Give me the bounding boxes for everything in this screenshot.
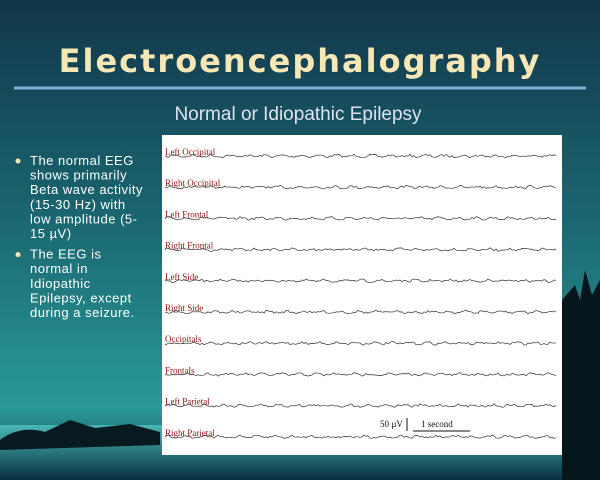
eeg-trace [164,372,557,377]
eeg-traces: Left Occipital Right Occipital Left Fronta… [164,147,557,440]
bullet-text: low amplitude (5- [30,211,138,226]
channel-label: Left Frontal [165,209,209,219]
eeg-trace [164,341,557,346]
channel-label: Occipitals [165,334,202,344]
eeg-trace [164,278,557,283]
channel-label: Right Frontal [165,241,214,251]
bullet-text: The normal EEG [30,153,134,168]
bullet-text: normal in [30,261,88,276]
eeg-trace [164,247,557,252]
eeg-trace [164,216,557,221]
eeg-trace [164,403,557,408]
bullet-text: 15 µV) [30,226,72,241]
subtitle: Normal or Idiopathic Epilepsy [174,104,422,125]
title: Electroencephalography [59,42,542,80]
bullet-text: Idiopathic [30,276,91,291]
eeg-trace [164,153,557,159]
channel-label: Right Occipital [165,178,221,188]
amplitude-scale: 50 µV [380,419,403,429]
bullet-text: (15-30 Hz) with [30,197,126,212]
bullet-text: The EEG is [30,247,101,262]
eeg-trace [164,184,557,190]
bullet-text: Epilepsy, except [30,290,132,305]
channel-label: Left Side [165,272,198,282]
bullet-dot [15,252,21,258]
channel-label: Right Side [165,303,203,313]
time-scale: 1 second [421,419,453,429]
bullet-dot [15,158,21,164]
rocks [0,420,160,450]
channel-label: Left Occipital [165,147,216,157]
channel-label: Frontals [165,365,195,375]
eeg-trace [164,309,557,315]
channel-label: Right Parietal [165,428,215,438]
bullet-text: shows primarily [30,168,127,183]
eeg-trace [164,434,557,440]
channel-label: Left Parietal [165,397,210,407]
bullet-text: Beta wave activity [30,182,143,197]
bullet-text: during a seizure. [30,305,135,320]
trees [562,270,600,480]
